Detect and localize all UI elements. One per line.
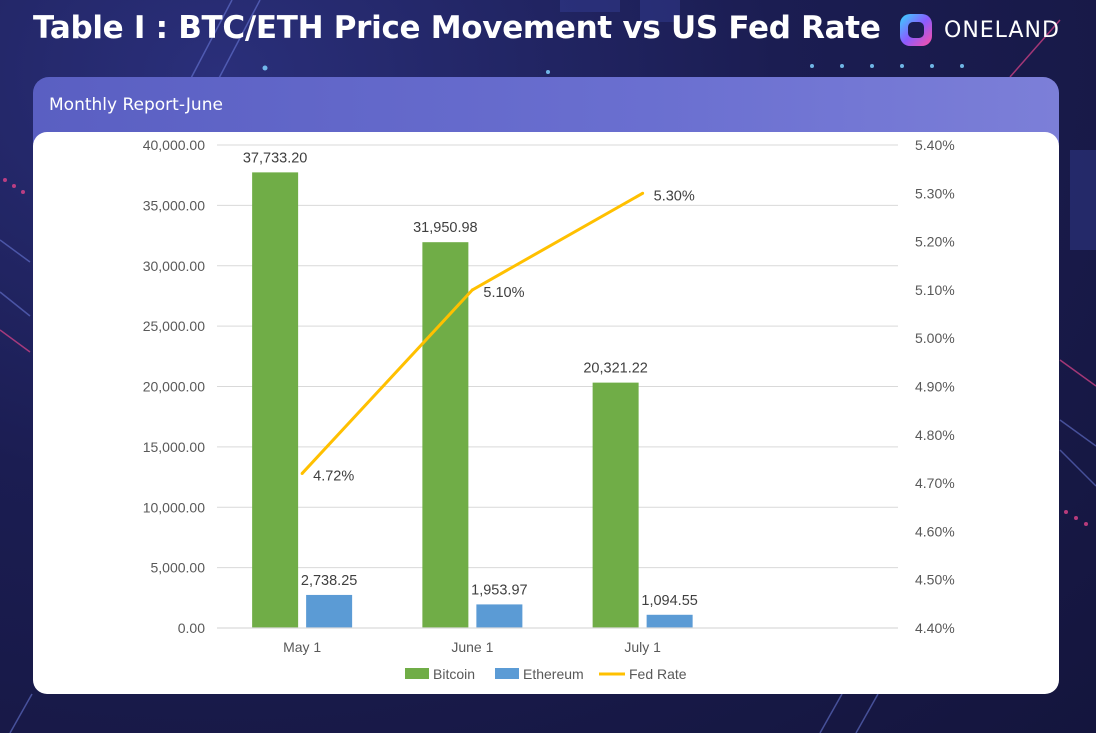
combo-chart: 0.00 5,000.00 10,000.00 15,000.00 20,000.00 2… bbox=[143, 137, 955, 682]
bar-ethereum bbox=[646, 614, 693, 628]
legend-label-ethereum: Ethereum bbox=[523, 666, 584, 682]
data-label-fed-rate: 4.72% bbox=[313, 468, 354, 484]
data-label-fed-rate: 5.30% bbox=[654, 188, 695, 204]
y-right-tick-label: 4.60% bbox=[915, 523, 955, 539]
panel-title: Monthly Report-June bbox=[49, 95, 223, 115]
x-tick-label: May 1 bbox=[283, 639, 321, 655]
legend-label-bitcoin: Bitcoin bbox=[433, 666, 475, 682]
y-right-tick-label: 5.00% bbox=[915, 330, 955, 346]
data-label-ethereum: 1,094.55 bbox=[641, 593, 697, 609]
point-fed-rate bbox=[300, 471, 304, 475]
brand-name: ONELAND bbox=[944, 17, 1060, 43]
legend-swatch-bitcoin bbox=[405, 668, 429, 679]
y-left-tick-label: 10,000.00 bbox=[143, 499, 205, 515]
data-label-fed-rate: 5.10% bbox=[483, 285, 524, 301]
data-label-ethereum: 1,953.97 bbox=[471, 582, 527, 598]
point-fed-rate bbox=[641, 191, 645, 195]
brand: ONELAND bbox=[898, 12, 1060, 48]
data-label-bitcoin: 31,950.98 bbox=[413, 220, 478, 236]
y-left-tick-label: 15,000.00 bbox=[143, 439, 205, 455]
point-fed-rate bbox=[470, 288, 474, 292]
x-tick-label: June 1 bbox=[451, 639, 493, 655]
bar-ethereum bbox=[476, 604, 523, 628]
y-left-tick-label: 5,000.00 bbox=[151, 560, 206, 576]
y-right-tick-label: 4.70% bbox=[915, 475, 955, 491]
x-tick-label: July 1 bbox=[624, 639, 661, 655]
y-right-tick-label: 4.50% bbox=[915, 572, 955, 588]
data-label-ethereum: 2,738.25 bbox=[301, 573, 357, 589]
y-right-tick-label: 5.30% bbox=[915, 185, 955, 201]
y-left-tick-label: 35,000.00 bbox=[143, 197, 205, 213]
bar-bitcoin bbox=[422, 242, 469, 628]
bar-bitcoin bbox=[252, 172, 299, 628]
page-title: Table I : BTC/ETH Price Movement vs US F… bbox=[33, 10, 881, 46]
data-label-bitcoin: 20,321.22 bbox=[583, 361, 648, 377]
bar-ethereum bbox=[306, 594, 353, 628]
y-right-tick-label: 5.10% bbox=[915, 282, 955, 298]
y-right-tick-label: 4.90% bbox=[915, 379, 955, 395]
bar-bitcoin bbox=[592, 382, 639, 628]
chart-panel: 0.00 5,000.00 10,000.00 15,000.00 20,000.00 2… bbox=[33, 132, 1059, 694]
y-left-tick-label: 20,000.00 bbox=[143, 379, 205, 395]
legend-label-fed-rate: Fed Rate bbox=[629, 666, 687, 682]
y-left-tick-label: 40,000.00 bbox=[143, 137, 205, 153]
y-left-tick-label: 25,000.00 bbox=[143, 318, 205, 334]
data-label-bitcoin: 37,733.20 bbox=[243, 150, 308, 166]
y-right-tick-label: 5.40% bbox=[915, 137, 955, 153]
y-left-tick-label: 0.00 bbox=[178, 620, 205, 636]
y-right-tick-label: 4.80% bbox=[915, 427, 955, 443]
y-left-tick-label: 30,000.00 bbox=[143, 258, 205, 274]
y-right-tick-label: 4.40% bbox=[915, 620, 955, 636]
legend-swatch-ethereum bbox=[495, 668, 519, 679]
y-right-tick-label: 5.20% bbox=[915, 234, 955, 250]
oneland-logo-icon bbox=[900, 14, 932, 46]
